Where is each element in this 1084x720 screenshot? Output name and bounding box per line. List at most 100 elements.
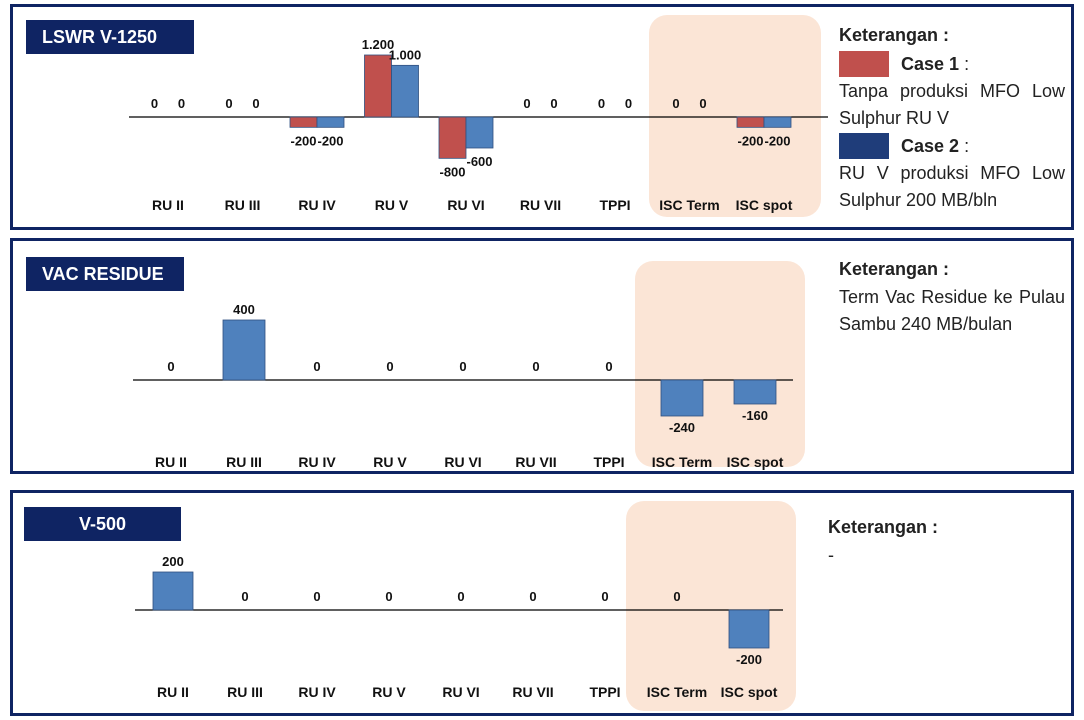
data-label: 0 xyxy=(385,589,392,604)
bar-case1 xyxy=(289,116,318,128)
bar xyxy=(222,319,266,381)
bar-case2 xyxy=(763,116,792,128)
isc-highlight-region xyxy=(635,261,805,467)
category-label: TPPI xyxy=(589,684,620,700)
category-label: ISC spot xyxy=(736,197,793,213)
data-label: 0 xyxy=(178,96,185,111)
bar-case1 xyxy=(736,116,765,128)
category-label: RU III xyxy=(227,684,263,700)
isc-highlight-region xyxy=(626,501,796,711)
panel-title: VAC RESIDUE xyxy=(26,257,184,291)
case2-suffix: : xyxy=(964,135,970,156)
data-label: 0 xyxy=(673,589,680,604)
bar xyxy=(660,379,704,417)
panel-lswr: LSWR V-1250 RU II 0 0 RU III 0 0 RU IV -200 -200… xyxy=(10,4,1074,230)
category-label: RU II xyxy=(152,197,184,213)
bar xyxy=(733,379,777,405)
category-label: RU III xyxy=(226,454,262,470)
category-label: RU VII xyxy=(515,454,556,470)
category-label: RU VII xyxy=(520,197,561,213)
bar xyxy=(152,571,194,611)
category-label: RU III xyxy=(225,197,261,213)
data-label: 0 xyxy=(529,589,536,604)
data-label: -800 xyxy=(439,164,465,179)
data-label: -200 xyxy=(737,133,763,148)
data-label: -200 xyxy=(290,133,316,148)
data-label: -600 xyxy=(466,154,492,169)
bar-case1 xyxy=(364,54,392,118)
data-label: 0 xyxy=(532,359,539,374)
legend-heading: Keterangan : xyxy=(828,517,939,537)
category-label: TPPI xyxy=(593,454,624,470)
bar-chart-vac-residue: RU II 0 RU III 400 RU IV 0 RU V 0 RU VI 0 RU VII 0 T… xyxy=(133,261,805,470)
data-label: 0 xyxy=(386,359,393,374)
data-label: 1.000 xyxy=(389,47,422,62)
bar-chart-v500: RU II 200 RU III 0 RU IV 0 RU V 0 RU VI 0 RU VII 0 T… xyxy=(135,501,796,711)
panel-title: LSWR V-1250 xyxy=(26,20,194,54)
legend-heading: Keterangan : xyxy=(839,259,950,279)
data-label: 0 xyxy=(313,589,320,604)
category-label: TPPI xyxy=(599,197,630,213)
bar xyxy=(728,609,770,649)
category-label: RU IV xyxy=(298,197,336,213)
category-label: ISC Term xyxy=(652,454,712,470)
category-label: ISC Term xyxy=(647,684,707,700)
data-label: -240 xyxy=(669,420,695,435)
category-label: RU V xyxy=(375,197,409,213)
legend-heading: Keterangan : xyxy=(839,25,950,45)
data-label: 0 xyxy=(151,96,158,111)
category-label: RU VI xyxy=(447,197,484,213)
data-label: -200 xyxy=(764,133,790,148)
case1-label: Case 1 xyxy=(901,53,960,74)
category-label: RU V xyxy=(373,454,407,470)
data-label: 0 xyxy=(625,96,632,111)
data-label: 0 xyxy=(459,359,466,374)
category-label: RU II xyxy=(155,454,187,470)
data-label: 1.200 xyxy=(362,37,395,52)
panel-title: V-500 xyxy=(24,507,181,541)
case1-swatch xyxy=(839,51,889,77)
legend-description: Term Vac Residue ke Pulau Sambu 240 MB/b… xyxy=(839,287,1065,334)
bar-case1 xyxy=(438,116,467,159)
category-label: RU VI xyxy=(442,684,479,700)
case1-suffix: : xyxy=(964,53,970,74)
data-label: 0 xyxy=(523,96,530,111)
category-label: RU IV xyxy=(298,454,336,470)
legend-item-case1: Case 1 : xyxy=(839,50,1065,78)
data-label: 0 xyxy=(598,96,605,111)
data-label: 200 xyxy=(162,554,184,569)
category-label: RU V xyxy=(372,684,406,700)
data-label: 0 xyxy=(225,96,232,111)
case2-description: RU V produksi MFO Low Sulphur 200 MB/bln xyxy=(839,163,1065,210)
category-label: ISC spot xyxy=(727,454,784,470)
legend-vac-residue: Keterangan : Term Vac Residue ke Pulau S… xyxy=(839,259,1065,338)
legend-v500: Keterangan : - xyxy=(828,517,1054,569)
panel-vac-residue: VAC RESIDUE RU II 0 RU III 400 RU IV 0 RU V 0 RU… xyxy=(10,238,1074,474)
data-label: -200 xyxy=(317,133,343,148)
legend-lswr: Keterangan : Case 1 : Tanpa produksi MFO… xyxy=(839,25,1065,214)
category-label: RU IV xyxy=(298,684,336,700)
case2-swatch xyxy=(839,133,889,159)
data-label: 400 xyxy=(233,302,255,317)
data-label: 0 xyxy=(550,96,557,111)
data-label: -200 xyxy=(736,652,762,667)
bar-case2 xyxy=(465,116,494,149)
data-label: 0 xyxy=(601,589,608,604)
data-label: 0 xyxy=(605,359,612,374)
isc-highlight-region xyxy=(649,15,821,217)
data-label: 0 xyxy=(699,96,706,111)
data-label: 0 xyxy=(313,359,320,374)
data-label: 0 xyxy=(167,359,174,374)
bar-case2 xyxy=(316,116,345,128)
data-label: 0 xyxy=(252,96,259,111)
legend-item-case2: Case 2 : xyxy=(839,132,1065,160)
bar-case2 xyxy=(391,64,419,118)
case1-description: Tanpa produksi MFO Low Sulphur RU V xyxy=(839,81,1065,128)
category-label: RU II xyxy=(157,684,189,700)
data-label: 0 xyxy=(241,589,248,604)
data-label: 0 xyxy=(457,589,464,604)
case2-label: Case 2 xyxy=(901,135,960,156)
data-label: -160 xyxy=(742,408,768,423)
legend-description: - xyxy=(828,545,834,565)
